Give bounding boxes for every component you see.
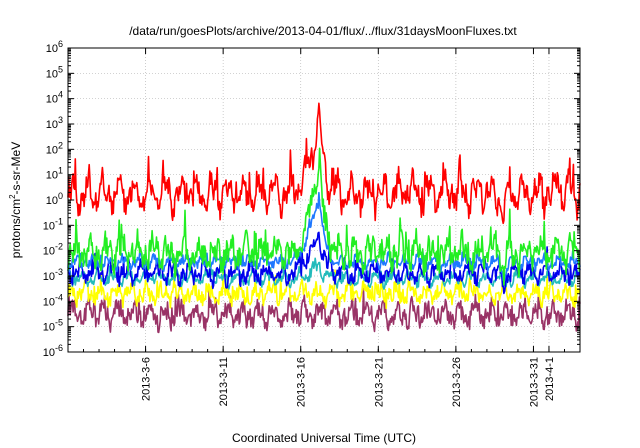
x-tick-label: 2013-3-26 (451, 357, 463, 407)
series-line (67, 257, 581, 290)
series-line (67, 147, 581, 286)
y-tick-label: 10-1 (43, 216, 63, 232)
y-tick-label: 106 (46, 39, 63, 55)
y-tick-label: 10-3 (43, 267, 63, 283)
x-tick-label: 2013-3-16 (296, 357, 308, 407)
y-tick-label: 10-6 (43, 343, 63, 359)
y-tick-label: 100 (46, 191, 63, 207)
y-tick-label: 103 (46, 115, 63, 131)
y-tick-label: 105 (46, 64, 63, 80)
x-axis-label: Coordinated Universal Time (UTC) (232, 431, 416, 445)
y-axis-label: protons/cm2-s-sr-MeV (8, 142, 23, 258)
x-tick-label: 2013-3-6 (141, 357, 153, 401)
y-axis-label-rest: -s-sr-MeV (9, 142, 23, 195)
plot-frame (67, 47, 581, 353)
y-tick-label: 10-4 (43, 292, 63, 308)
x-tick-label: 2013-3-31 (528, 357, 540, 407)
y-tick-label: 101 (46, 166, 63, 182)
y-tick-label: 104 (46, 90, 63, 106)
x-tick-label: 2013-3-21 (373, 357, 385, 407)
y-tick-label: 10-5 (43, 318, 63, 334)
y-axis-label-sup: 2 (8, 194, 17, 199)
series-line (67, 102, 581, 225)
series-layer (67, 102, 581, 334)
y-tick-label: 10-2 (43, 242, 63, 258)
chart-title: /data/run/goesPlots/archive/2013-04-01/f… (129, 24, 517, 38)
series-line (67, 285, 581, 334)
x-tick-label: 2013-4-1 (544, 357, 556, 401)
series-line (67, 231, 581, 295)
y-axis-label-main: protons/cm (9, 199, 23, 258)
y-tick-label: 102 (46, 140, 63, 156)
series-line (67, 191, 581, 282)
series-line (67, 269, 581, 310)
x-tick-label: 2013-3-11 (218, 357, 230, 406)
